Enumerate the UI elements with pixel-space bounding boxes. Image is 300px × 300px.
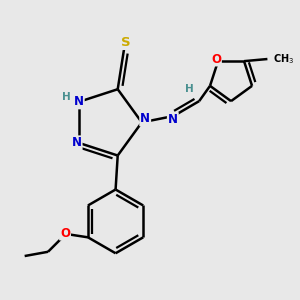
Text: N: N [168,113,178,126]
Text: N: N [74,95,84,108]
Text: S: S [121,36,130,49]
Text: N: N [140,112,150,125]
Text: H: H [62,92,71,102]
Text: H: H [185,84,194,94]
Text: O: O [211,52,221,65]
Text: CH$_3$: CH$_3$ [272,52,294,66]
Text: N: N [72,136,82,149]
Text: O: O [60,226,70,240]
